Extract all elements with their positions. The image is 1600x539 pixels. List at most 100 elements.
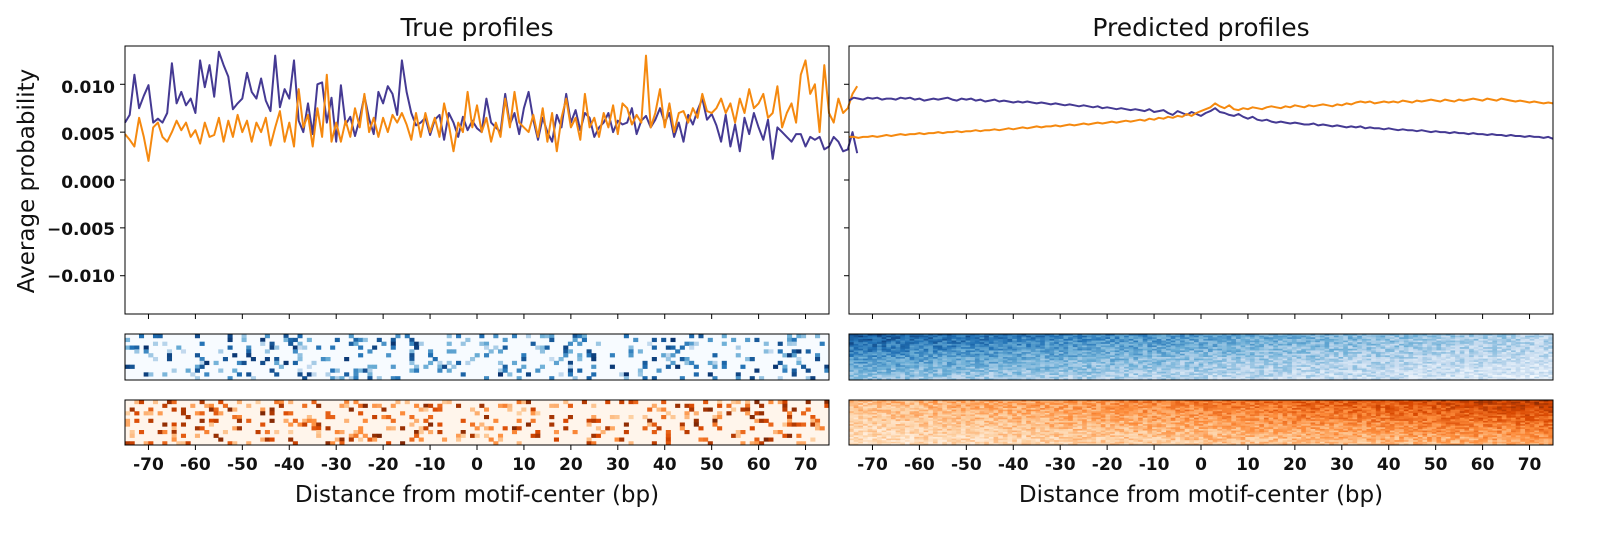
heatmap-cell (270, 438, 275, 442)
heatmap-cell (703, 438, 708, 442)
heatmap-cell (605, 426, 610, 430)
heatmap-cell (815, 426, 820, 430)
heatmap-cell (288, 411, 293, 415)
heatmap-cell (181, 434, 186, 438)
heatmap-cell (442, 365, 447, 369)
heatmap-cell (624, 334, 629, 338)
x-tick-label: 70 (794, 455, 818, 475)
heatmap-cell (754, 369, 759, 373)
heatmap-cell (195, 434, 200, 438)
heatmap-cell (568, 342, 573, 346)
heatmap-cell (344, 400, 349, 404)
heatmap-cell (754, 338, 759, 342)
heatmap-cell (684, 415, 689, 419)
y-tick-label: 0.000 (61, 173, 115, 193)
heatmap-cell (195, 334, 200, 338)
heatmap-cell (768, 349, 773, 353)
heatmap-cell (512, 430, 517, 434)
heatmap-cell (232, 415, 237, 419)
heatmap-cell (531, 342, 536, 346)
x-axis-label-right: Distance from motif-center (bp) (1019, 482, 1383, 508)
heatmap-cell (517, 419, 522, 423)
heatmap-cell (144, 346, 149, 350)
heatmap-cell (549, 334, 554, 338)
heatmap-cell (228, 334, 233, 338)
heatmap-cell (293, 338, 298, 342)
heatmap-cell (316, 434, 321, 438)
heatmap-cell (782, 404, 787, 408)
heatmap-cell (130, 430, 135, 434)
heatmap-cell (162, 372, 167, 376)
heatmap-cell (624, 372, 629, 376)
heatmap-cell (643, 415, 648, 419)
heatmap-cell (414, 365, 419, 369)
heatmap-cell (470, 357, 475, 361)
heatmap-cell (479, 334, 484, 338)
heatmap-cell (479, 404, 484, 408)
heatmap-cell (423, 404, 428, 408)
heatmap-cell (489, 438, 494, 442)
heatmap-cell (587, 438, 592, 442)
heatmap-cell (493, 346, 498, 350)
heatmap-cell (712, 423, 717, 427)
heatmap-cell (726, 404, 731, 408)
x-tick-label: -60 (180, 455, 211, 475)
heatmap-cell (344, 404, 349, 408)
heatmap-cell (423, 419, 428, 423)
heatmap-cell (265, 349, 270, 353)
heatmap-cell (204, 430, 209, 434)
heatmap-cell (624, 423, 629, 427)
heatmap-cell (367, 438, 372, 442)
heatmap-cell (358, 353, 363, 357)
heatmap-cell (144, 349, 149, 353)
heatmap-cell (349, 334, 354, 338)
heatmap-cell (260, 361, 265, 365)
heatmap-cell (652, 357, 657, 361)
heatmap-cell (293, 361, 298, 365)
heatmap-cell (279, 400, 284, 404)
heatmap-cell (587, 419, 592, 423)
heatmap-cell (237, 415, 242, 419)
heatmap-cell (498, 349, 503, 353)
x-tick-label: -10 (415, 455, 446, 475)
heatmap-cell (740, 408, 745, 412)
heatmap-cell (493, 334, 498, 338)
heatmap-cell (274, 400, 279, 404)
heatmap-cell (311, 423, 316, 427)
heatmap-cell (684, 357, 689, 361)
heatmap-cell (778, 361, 783, 365)
heatmap-cell (456, 334, 461, 338)
heatmap-cell (670, 415, 675, 419)
heatmap-cell (489, 426, 494, 430)
heatmap-cell (265, 438, 270, 442)
heatmap-cell (577, 369, 582, 373)
heatmap-cell (535, 346, 540, 350)
heatmap-cell (437, 408, 442, 412)
heatmap-cell (577, 342, 582, 346)
heatmap-cell (792, 338, 797, 342)
heatmap-cell (270, 408, 275, 412)
heatmap-cell (722, 365, 727, 369)
heatmap-cell (251, 357, 256, 361)
heatmap-cell (223, 404, 228, 408)
heatmap-cell (652, 346, 657, 350)
heatmap-cell (526, 423, 531, 427)
heatmap-cell (717, 411, 722, 415)
heatmap-cell (596, 342, 601, 346)
heatmap-cell (820, 426, 825, 430)
heatmap-cell (619, 438, 624, 442)
heatmap-cell (680, 357, 685, 361)
heatmap-cell (661, 353, 666, 357)
heatmap-cell (731, 338, 736, 342)
heatmap-cell (311, 400, 316, 404)
heatmap-cell (195, 365, 200, 369)
heatmap-cell (736, 400, 741, 404)
heatmap-cell (712, 419, 717, 423)
heatmap-cell (531, 411, 536, 415)
heatmap-cell (358, 404, 363, 408)
heatmap-cell (339, 438, 344, 442)
heatmap-cell (367, 365, 372, 369)
heatmap-cell (596, 426, 601, 430)
heatmap-cell (484, 346, 489, 350)
heatmap-cell (148, 419, 153, 423)
